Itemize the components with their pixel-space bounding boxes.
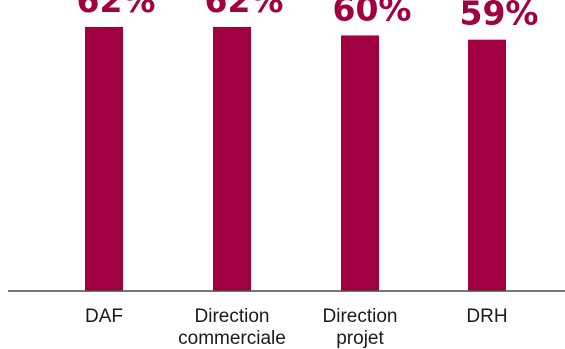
category-label-line: DRH [466, 306, 507, 327]
category-label-1: DAF [85, 306, 123, 327]
category-label-line: Direction [323, 306, 398, 327]
value-label-1: 62% [77, 0, 156, 20]
bar-2 [213, 26, 251, 292]
bars-group [85, 26, 506, 292]
category-label-line: commerciale [178, 328, 286, 349]
bar-1 [85, 26, 123, 292]
category-label-line: Direction [195, 306, 270, 327]
value-labels-group: 62% 62% 60% 59% [77, 0, 539, 33]
bar-3 [341, 35, 379, 291]
category-label-4: DRH [466, 306, 507, 327]
value-label-4: 59% [460, 0, 539, 33]
category-label-3: Direction projet [323, 306, 398, 349]
value-label-3: 60% [333, 0, 412, 28]
bar-4 [468, 39, 506, 291]
category-label-2: Direction commerciale [178, 306, 286, 349]
category-label-line: DAF [85, 306, 123, 327]
category-label-line: projet [336, 328, 384, 349]
value-label-2: 62% [205, 0, 284, 20]
